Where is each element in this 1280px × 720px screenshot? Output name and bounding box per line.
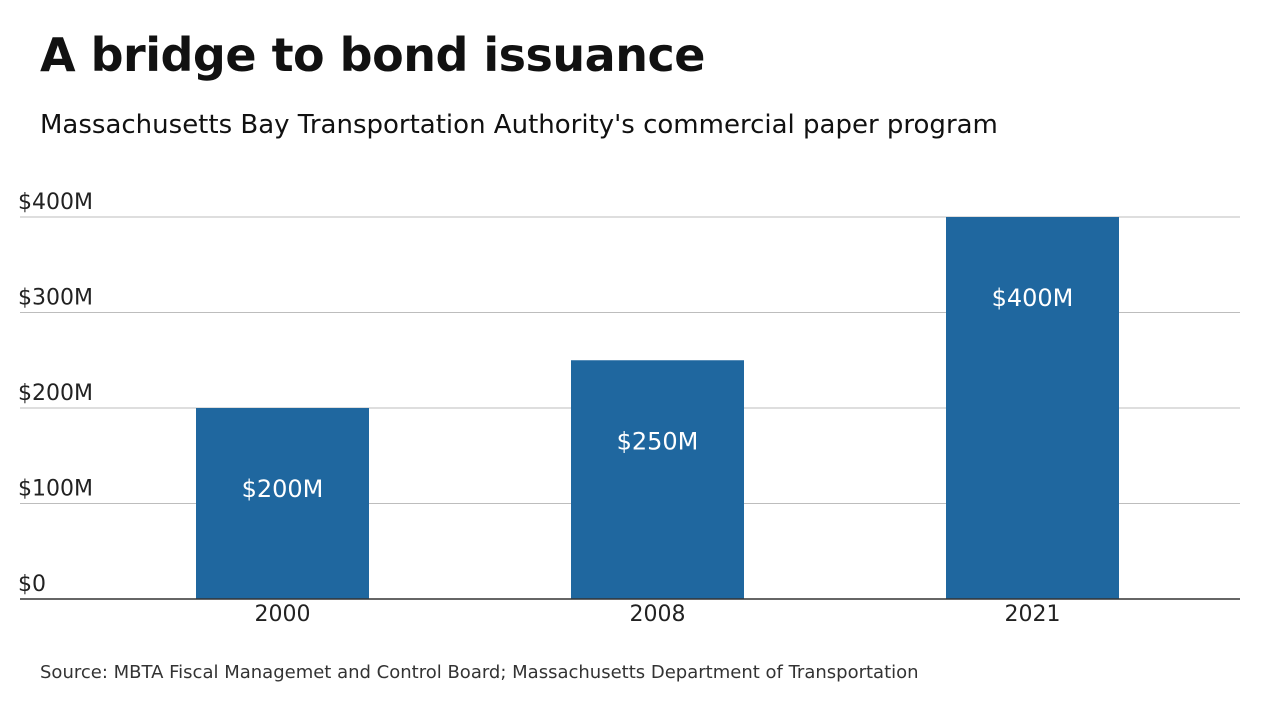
y-tick-label: $300M: [18, 286, 93, 311]
source-note: Source: MBTA Fiscal Managemet and Contro…: [40, 662, 919, 683]
x-tick-label: 2021: [1005, 602, 1061, 627]
y-tick-label: $100M: [18, 477, 93, 502]
bar-data-label: $400M: [992, 284, 1074, 312]
x-tick-label: 2000: [255, 602, 311, 627]
chart-subtitle: Massachusetts Bay Transportation Authori…: [40, 110, 998, 140]
chart-title: A bridge to bond issuance: [40, 28, 705, 82]
y-tick-label: $200M: [18, 381, 93, 406]
bar-chart: $0 $100M $200M $300M $400M $200M 2000 $250M 2008…: [18, 190, 1240, 627]
bar: [571, 360, 744, 599]
bar: [946, 217, 1119, 599]
y-tick-label: $400M: [18, 190, 93, 215]
x-tick-label: 2008: [630, 602, 686, 627]
bar: [196, 408, 369, 599]
bar-data-label: $250M: [617, 427, 699, 455]
y-tick-label: $0: [18, 572, 46, 597]
bar-data-label: $200M: [242, 475, 324, 503]
